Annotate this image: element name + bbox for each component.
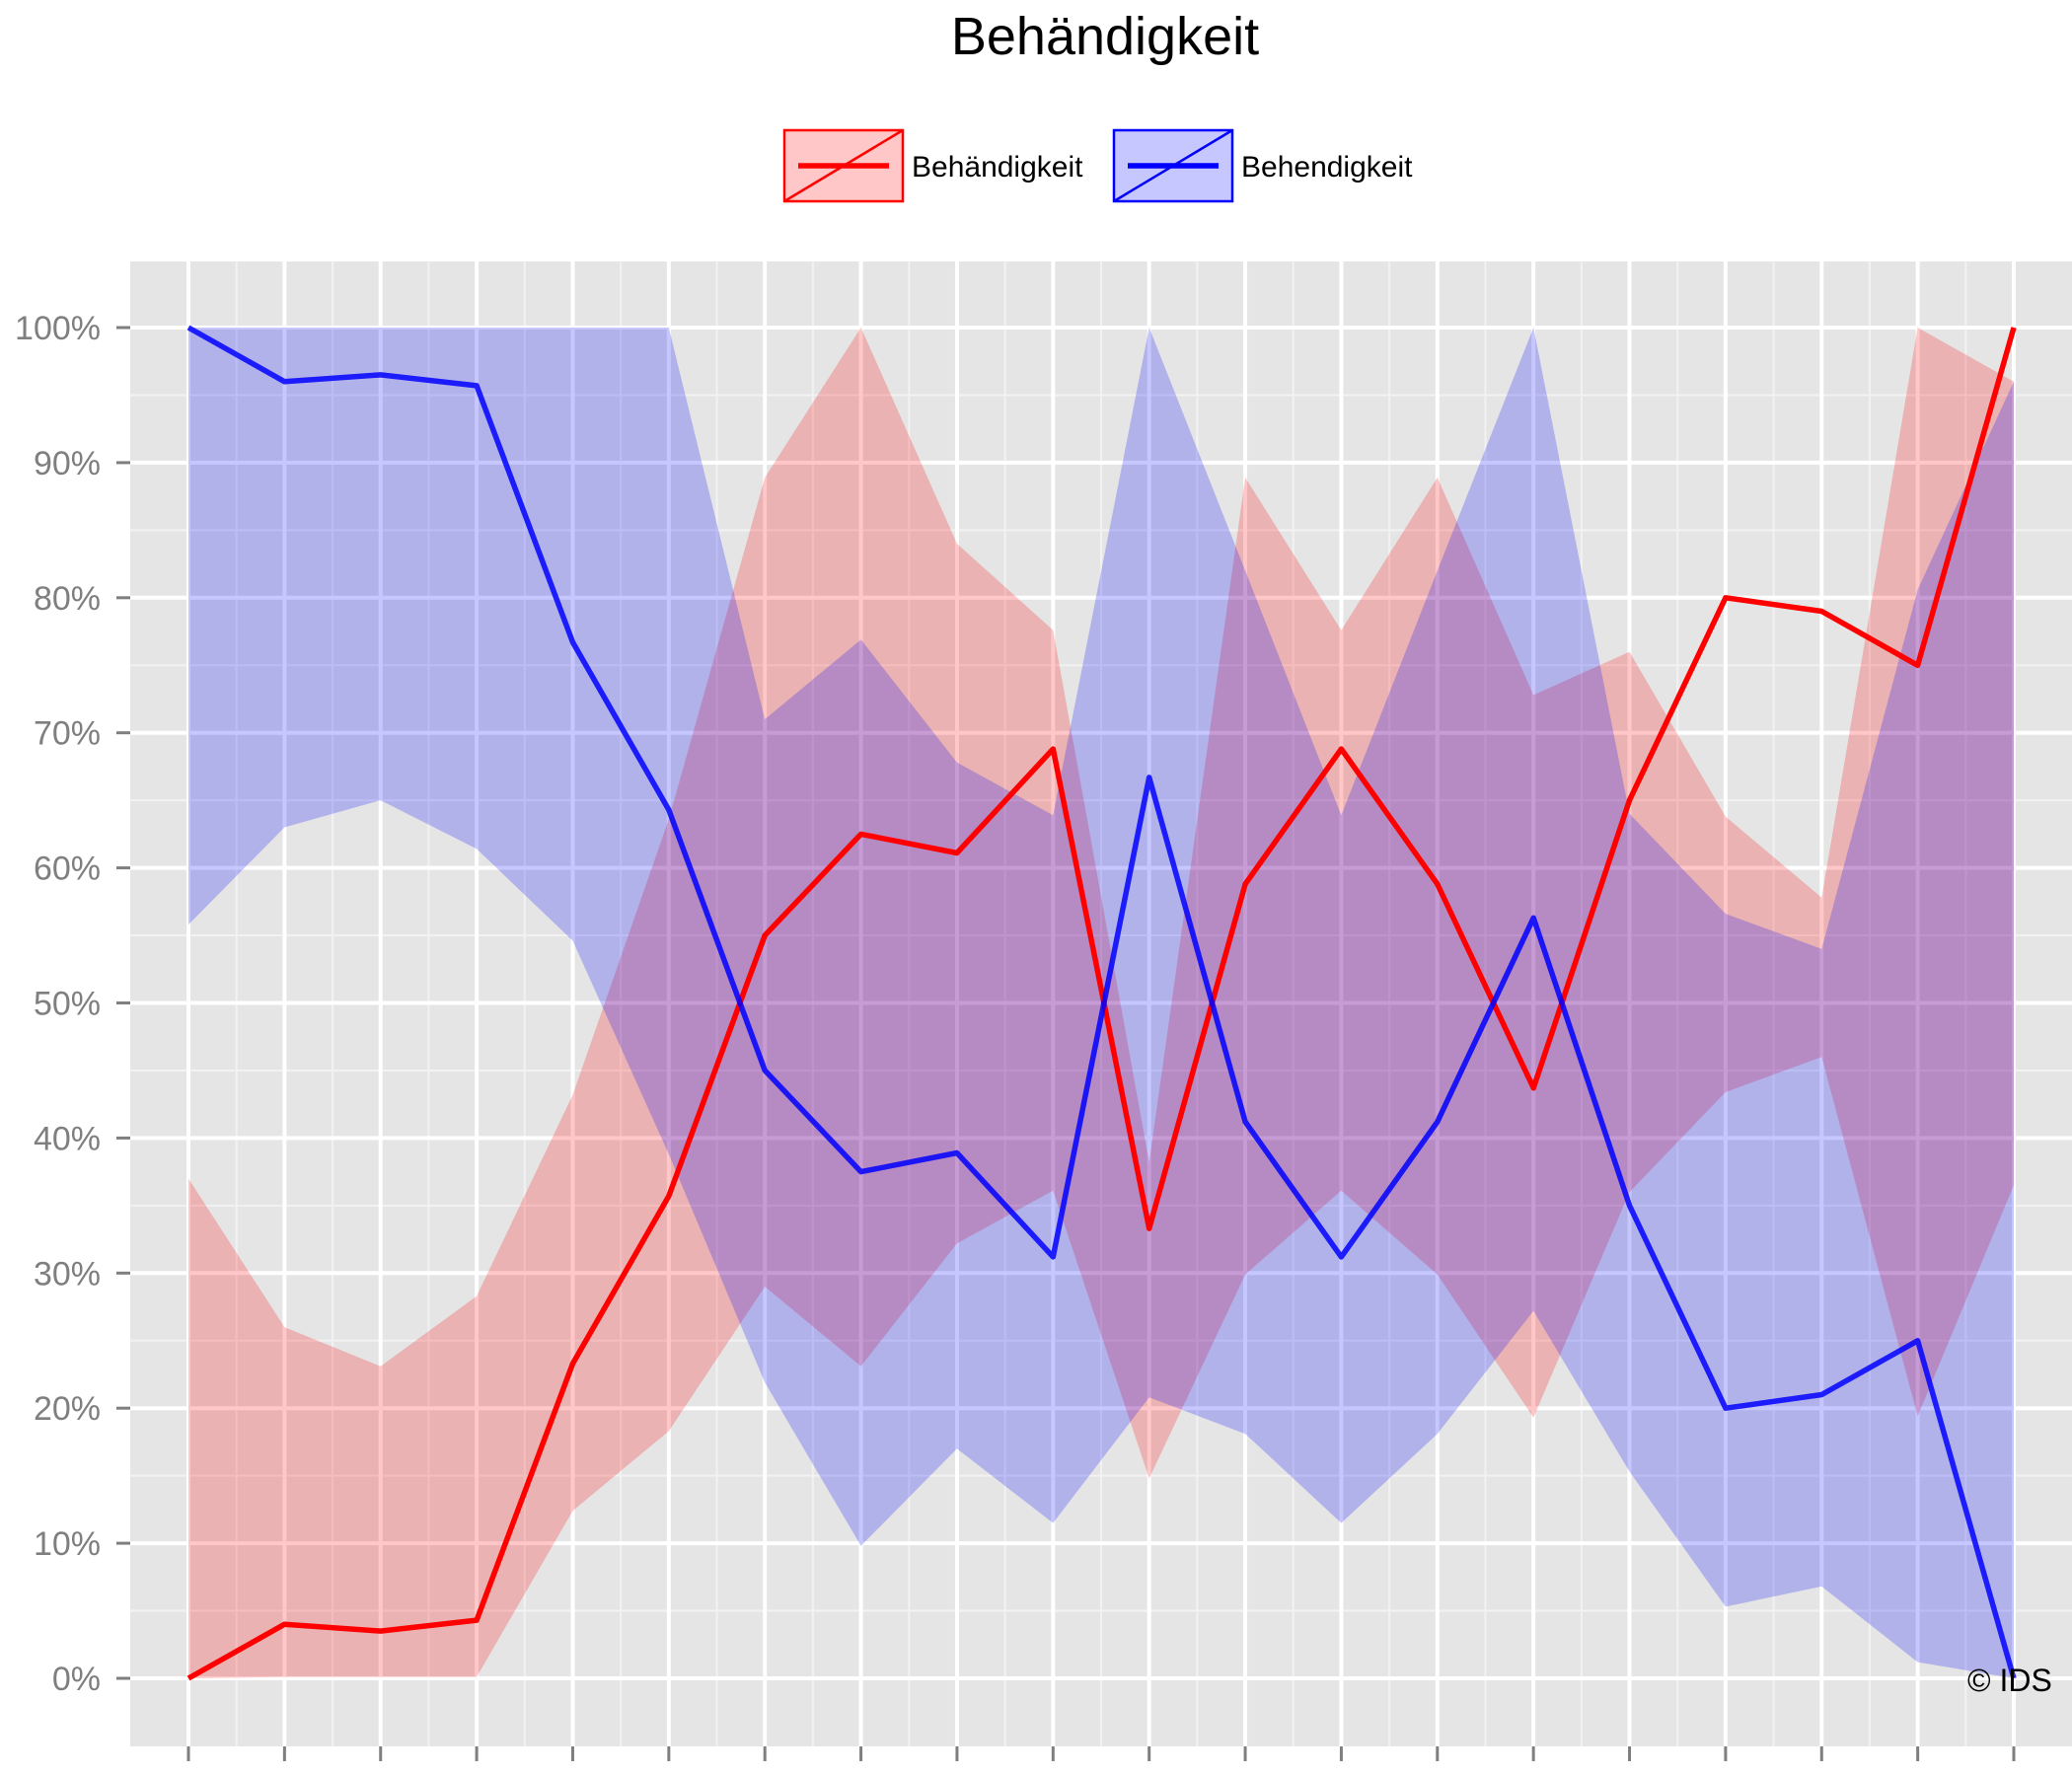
y-tick-label: 60%	[34, 851, 101, 888]
chart-title: Behändigkeit	[950, 7, 1260, 66]
line-behendigkeit	[186, 325, 2017, 1679]
y-tick-label: 100%	[15, 310, 101, 347]
y-axis: 0% 10% 20% 30% 40% 50% 60% 70% 80% 90% 100%	[15, 310, 130, 1698]
y-tick-label: 10%	[34, 1525, 101, 1563]
y-tick-label: 50%	[34, 986, 101, 1023]
line-behaendigkeit	[186, 327, 2017, 1681]
legend-label-behendigkeit: Behendigkeit	[1241, 151, 1413, 184]
y-tick-label: 30%	[34, 1255, 101, 1293]
legend-label-behaendigkeit: Behändigkeit	[912, 151, 1083, 184]
legend: Behändigkeit Behendigkeit	[782, 128, 1413, 203]
grid-minor	[130, 261, 2072, 1746]
grid-major	[130, 261, 2072, 1746]
y-tick-label: 20%	[34, 1390, 101, 1428]
y-tick-label: 90%	[34, 445, 101, 482]
band-behaendigkeit	[188, 328, 2014, 1678]
x-axis	[186, 1746, 2016, 1761]
series-lines	[186, 325, 2017, 1681]
y-tick-label: 80%	[34, 580, 101, 618]
y-tick-label: 70%	[34, 715, 101, 753]
y-tick-label: 40%	[34, 1120, 101, 1157]
y-tick-label: 0%	[52, 1661, 101, 1698]
confidence-bands	[188, 328, 2014, 1678]
band-behendigkeit	[188, 328, 2014, 1678]
credit-label: © IDS	[1967, 1663, 2052, 1698]
